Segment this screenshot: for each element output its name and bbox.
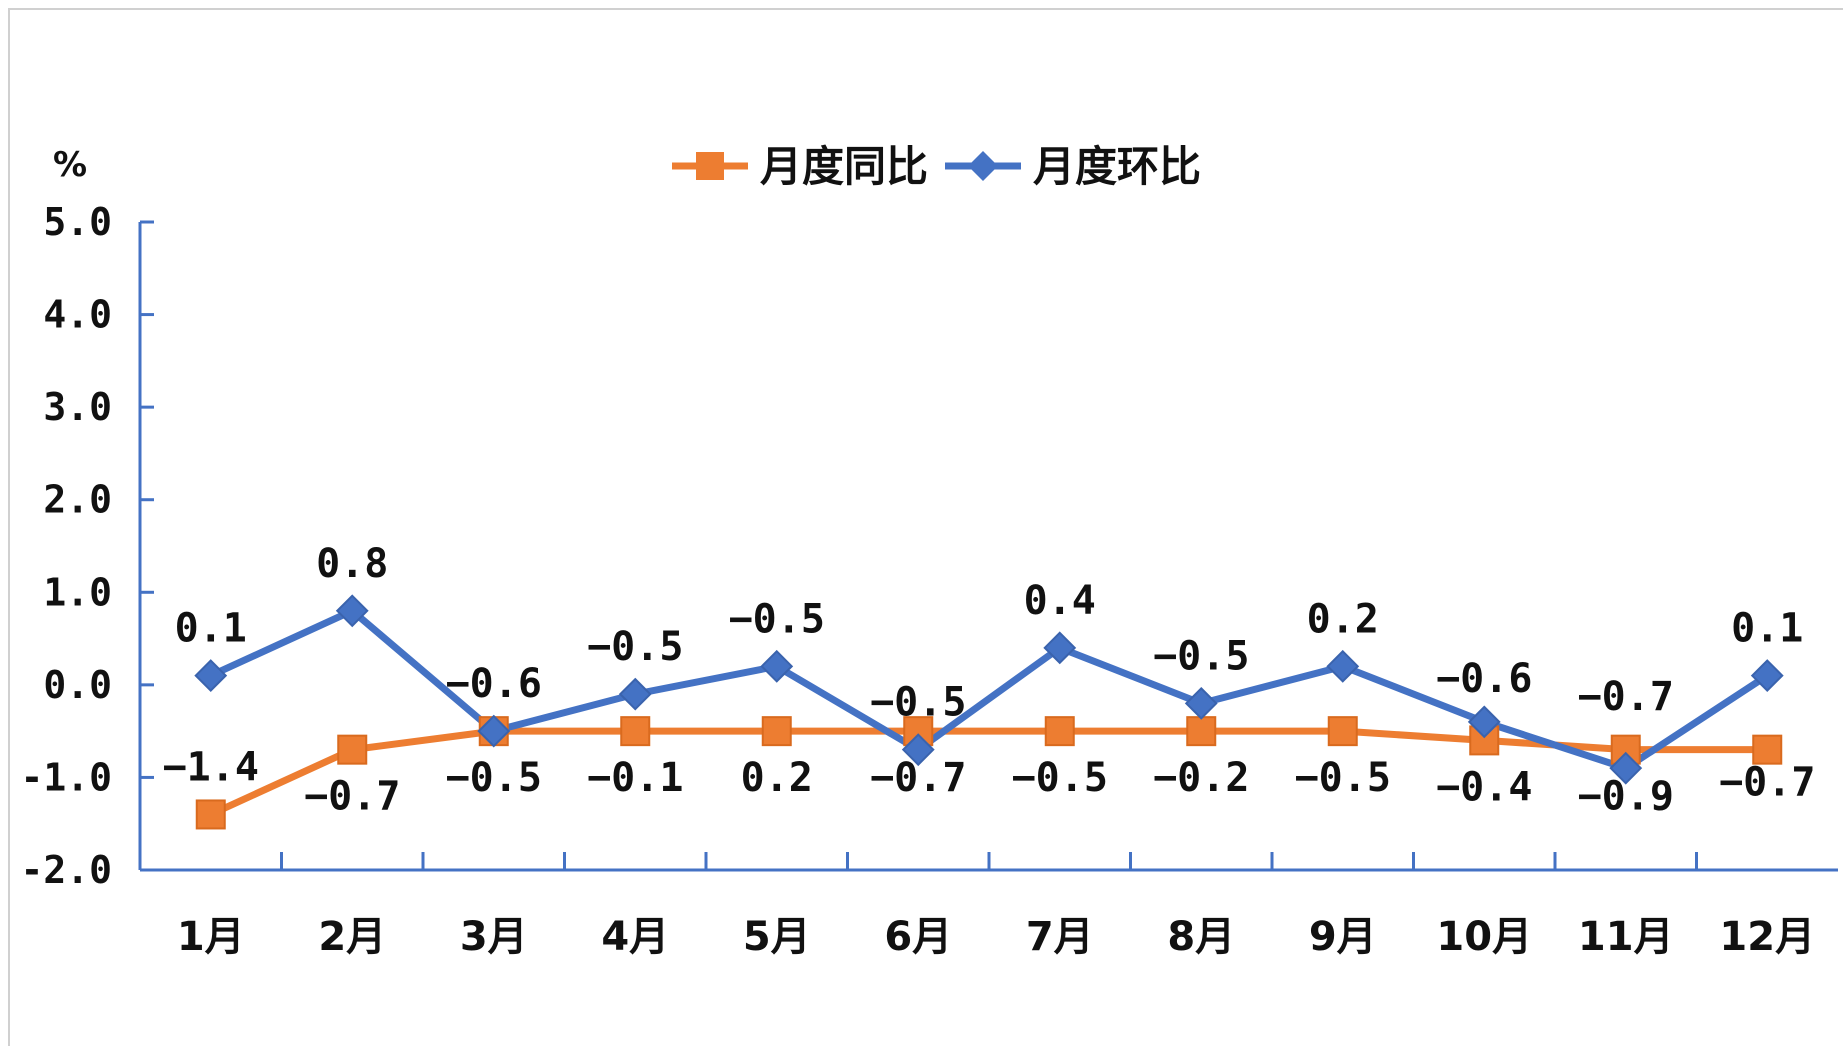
y-axis-unit-label: % xyxy=(53,145,87,185)
series-lines xyxy=(209,607,1770,818)
series-line-mom xyxy=(209,607,1770,772)
marker-diamond xyxy=(1043,631,1077,665)
marker-square xyxy=(903,716,934,747)
marker-square xyxy=(1752,734,1783,765)
data-label-yoy: −0.7 xyxy=(304,774,400,820)
chart-frame xyxy=(8,8,1843,1046)
data-label-mom: −0.5 xyxy=(1153,633,1249,679)
marker-diamond xyxy=(477,714,511,748)
marker-diamond xyxy=(1326,649,1360,683)
x-tick-label: 8月 xyxy=(1167,914,1235,960)
x-tick-label: 9月 xyxy=(1309,914,1377,960)
x-tick-label: 7月 xyxy=(1026,914,1094,960)
marker-square xyxy=(1044,716,1075,747)
marker-square xyxy=(1327,716,1358,747)
legend-label: 月度环比 xyxy=(1033,142,1201,191)
marker-diamond xyxy=(760,649,794,683)
data-label-mom: 0.1 xyxy=(1731,606,1803,652)
data-label-yoy: −0.5 xyxy=(1295,755,1391,801)
axes: 5.0 4.0 3.0 2.0 1.0 0.0 -1.0 -2.0% 1月 2月 3月 4月 5月 6月 7… xyxy=(20,145,1838,960)
x-tick-label: 12月 xyxy=(1719,914,1815,960)
data-label-yoy: −0.2 xyxy=(1153,755,1249,801)
data-label-yoy: −0.7 xyxy=(1719,760,1815,806)
marker-diamond xyxy=(901,733,935,767)
legend: 月度同比 月度环比 xyxy=(672,142,1201,191)
data-label-mom: −0.5 xyxy=(729,596,825,642)
data-label-mom: −0.7 xyxy=(1578,674,1674,720)
data-label-yoy: −0.5 xyxy=(446,755,542,801)
data-label-yoy: −0.9 xyxy=(1578,774,1674,820)
data-label-mom: −0.5 xyxy=(587,624,683,670)
y-tick-label: -1.0 xyxy=(20,755,112,799)
y-tick-label: 4.0 xyxy=(43,293,112,337)
marker-square xyxy=(1186,716,1217,747)
data-labels: −1.4−0.7 −0.5 −0.1 0.2 −0.7 −0.5 −0.2 −0.5 −0.4−… xyxy=(163,541,1816,820)
x-tick-label: 3月 xyxy=(460,914,528,960)
marker-diamond xyxy=(194,659,228,693)
series-line-yoy xyxy=(209,727,1768,818)
data-label-yoy: −0.5 xyxy=(1012,755,1108,801)
marker-diamond xyxy=(1184,686,1218,720)
data-label-yoy: −1.4 xyxy=(163,744,259,790)
marker-diamond xyxy=(335,594,369,628)
data-label-yoy: −0.4 xyxy=(1436,764,1532,810)
y-tick-label: 3.0 xyxy=(43,385,112,429)
data-label-mom: 0.2 xyxy=(1307,596,1379,642)
y-tick-label: 2.0 xyxy=(43,478,112,522)
marker-diamond xyxy=(618,677,652,711)
marker-square xyxy=(620,716,651,747)
marker-diamond xyxy=(1609,751,1643,785)
x-tick-label: 1月 xyxy=(177,914,245,960)
marker-diamond xyxy=(1467,705,1501,739)
marker-diamond xyxy=(1750,659,1784,693)
y-tick-label: -2.0 xyxy=(20,848,112,892)
x-tick-label: 2月 xyxy=(318,914,386,960)
y-tick-label: 1.0 xyxy=(43,570,112,614)
legend-marker-diamond xyxy=(968,151,998,181)
data-label-yoy: −0.7 xyxy=(870,755,966,801)
data-label-mom: −0.5 xyxy=(870,680,966,726)
markers xyxy=(194,594,1784,830)
x-tick-label: 5月 xyxy=(743,914,811,960)
x-tick-label: 11月 xyxy=(1578,914,1674,960)
data-label-mom: 0.8 xyxy=(316,541,388,587)
data-label-yoy: 0.2 xyxy=(741,755,813,801)
marker-square xyxy=(337,734,368,765)
y-tick-label: 0.0 xyxy=(43,663,112,707)
data-label-mom: 0.4 xyxy=(1024,578,1096,624)
data-label-mom: −0.6 xyxy=(446,661,542,707)
marker-square xyxy=(761,716,792,747)
x-tick-label: 10月 xyxy=(1436,914,1532,960)
legend-marker-square xyxy=(696,152,724,180)
marker-square xyxy=(195,799,226,830)
x-tick-label: 6月 xyxy=(884,914,952,960)
data-label-yoy: −0.1 xyxy=(587,755,683,801)
data-label-mom: −0.6 xyxy=(1436,656,1532,702)
legend-label: 月度同比 xyxy=(760,142,928,191)
y-tick-label: 5.0 xyxy=(43,200,112,244)
x-tick-label: 4月 xyxy=(601,914,669,960)
data-label-mom: 0.1 xyxy=(175,606,247,652)
